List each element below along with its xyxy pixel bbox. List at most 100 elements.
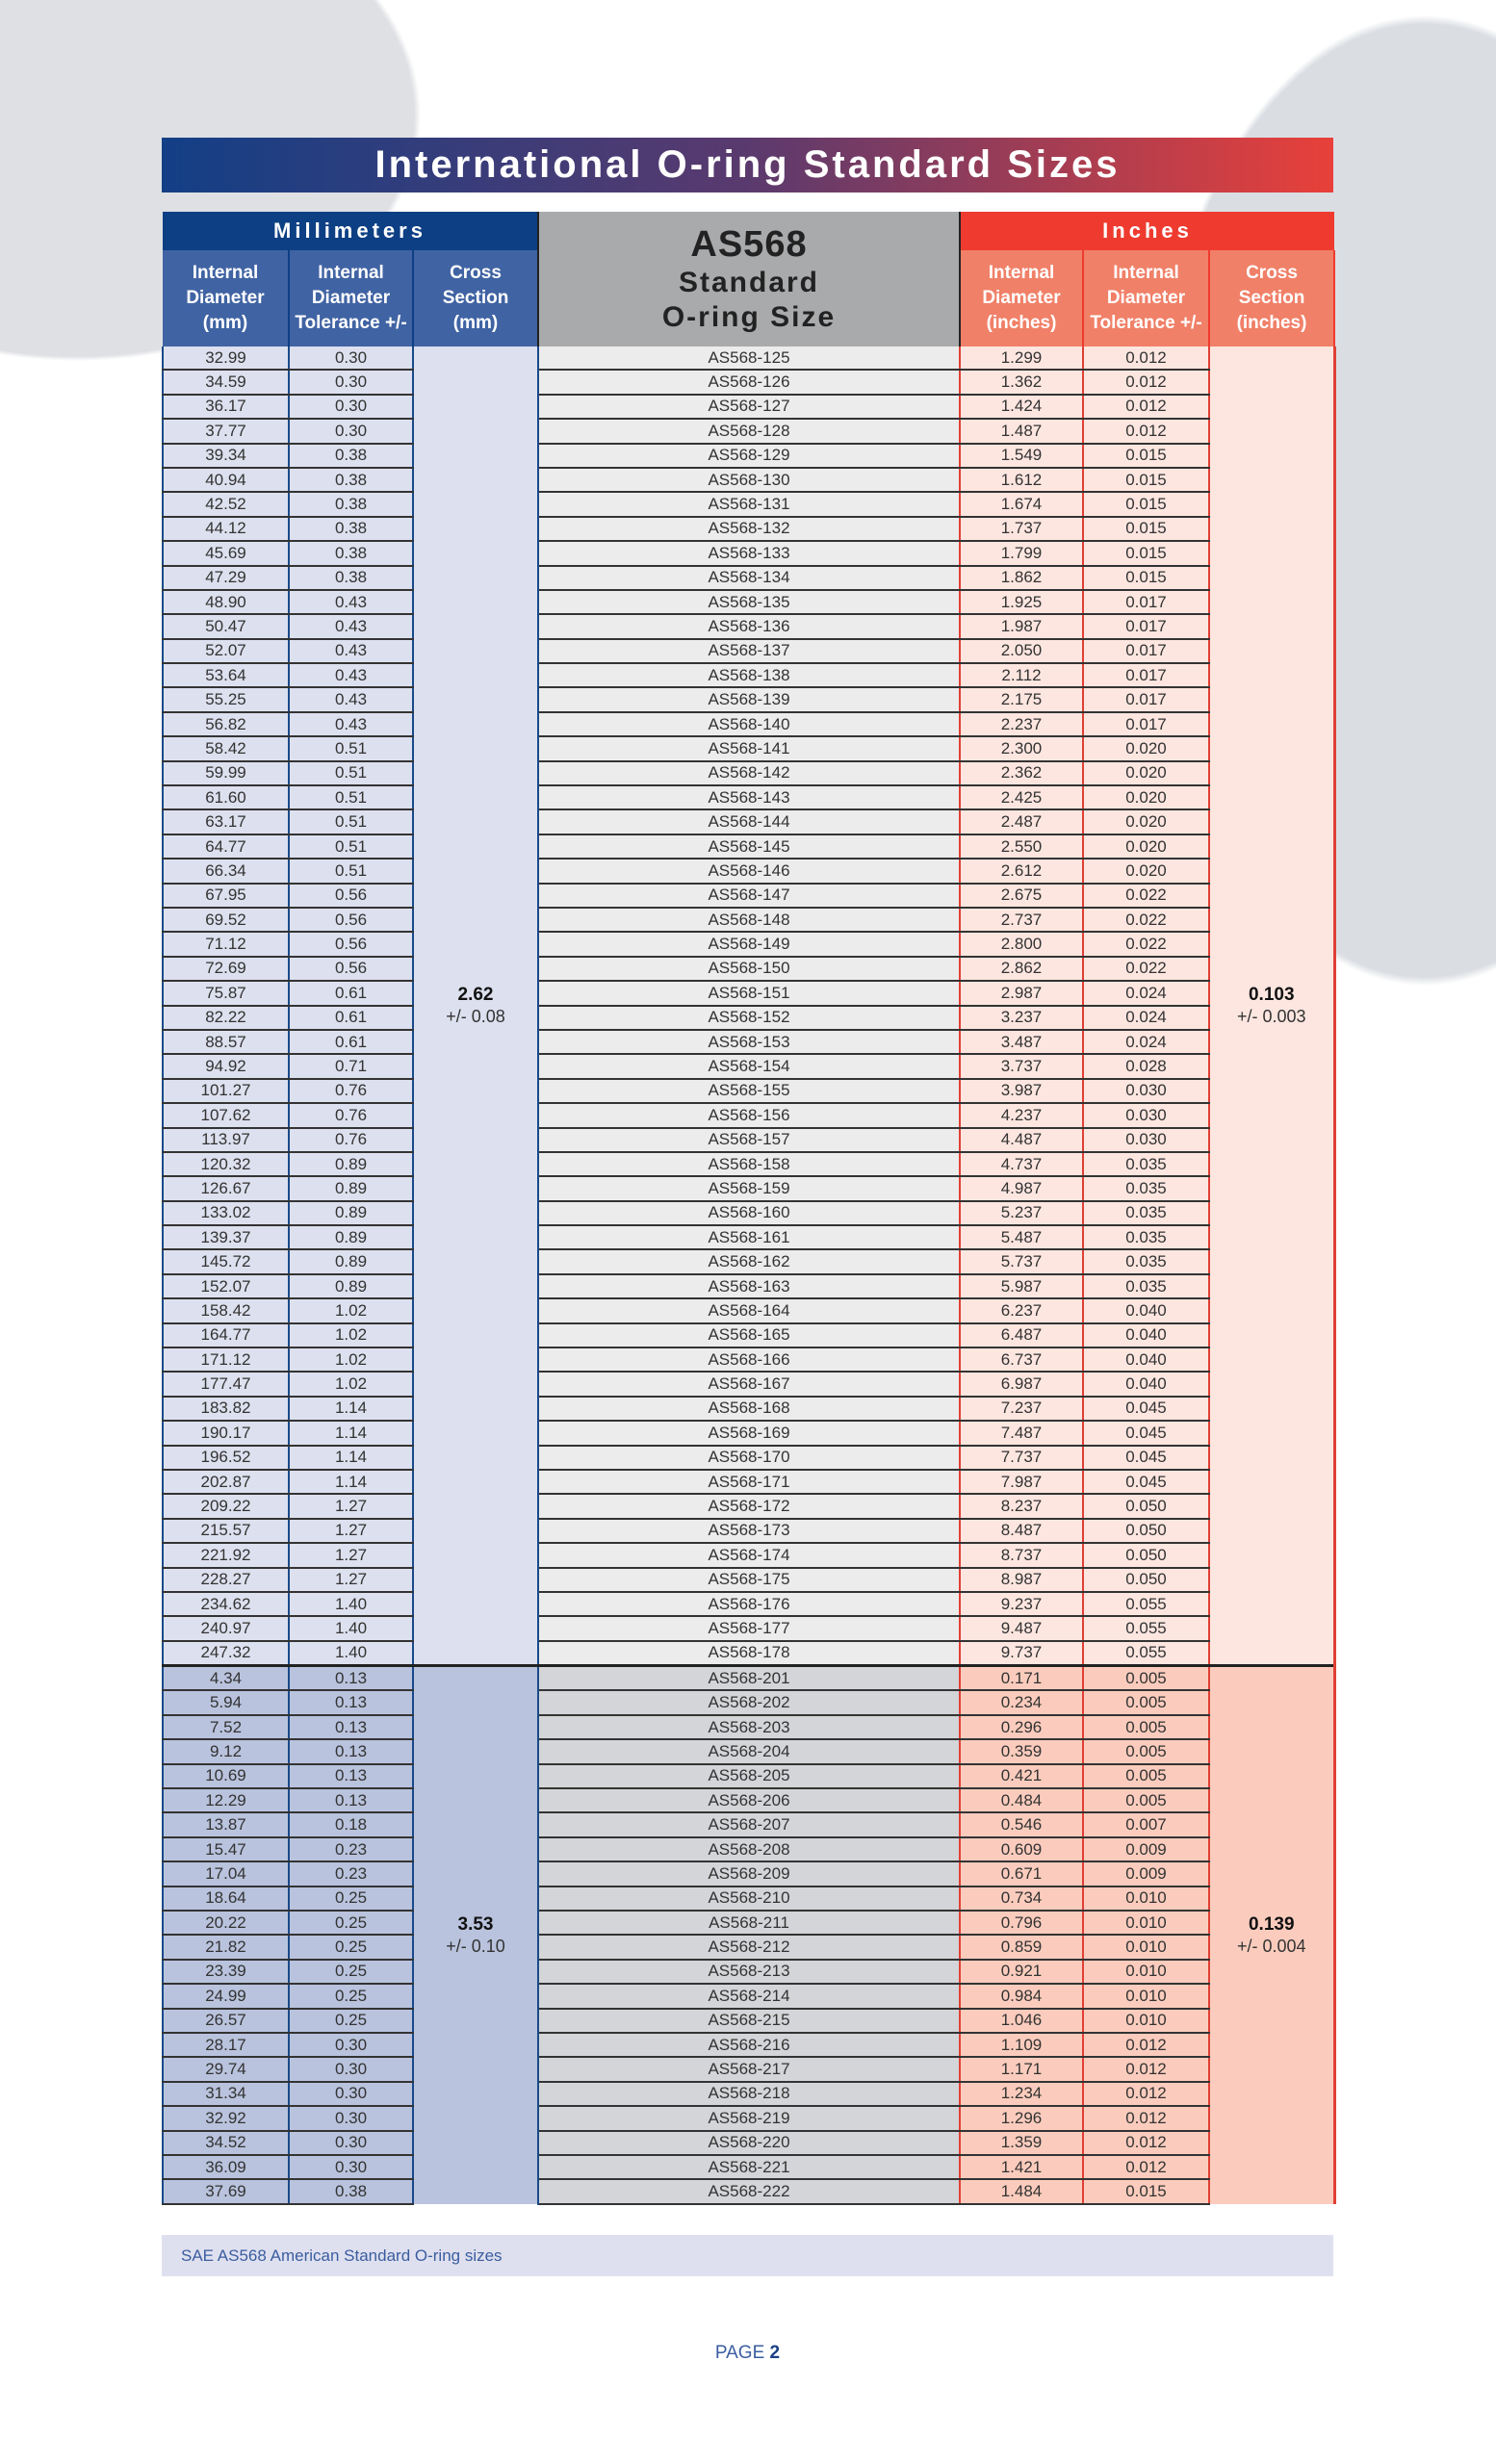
mm-col-header: Internal Diameter (mm) [163, 250, 290, 346]
table-row: 183.82 1.14 AS568-168 7.237 0.045 [162, 1396, 1334, 1423]
id-tolerance-mm: 0.51 [288, 859, 414, 885]
mm-col-header: Cross Section (mm) [413, 250, 539, 346]
as568-size: AS568-215 [538, 2008, 960, 2034]
id-tolerance-mm: 0.56 [288, 907, 414, 934]
id-tolerance-mm: 0.51 [288, 760, 414, 787]
id-tolerance-mm: 0.18 [288, 1812, 414, 1838]
internal-diameter-mm: 36.09 [162, 2154, 290, 2181]
as568-size: AS568-204 [538, 1739, 960, 1765]
internal-diameter-in: 2.550 [959, 834, 1084, 860]
internal-diameter-in: 5.487 [959, 1225, 1084, 1251]
as568-size: AS568-154 [538, 1054, 960, 1080]
as568-size: AS568-202 [538, 1690, 960, 1716]
inch-col-header-line: Tolerance +/- [1090, 313, 1202, 333]
table-row: 47.29 0.38 AS568-134 1.862 0.015 [162, 565, 1334, 591]
id-tolerance-in: 0.012 [1082, 419, 1210, 445]
internal-diameter-mm: 196.52 [162, 1445, 290, 1471]
as568-size: AS568-163 [538, 1273, 960, 1300]
inch-col-header-line: (inches) [986, 313, 1057, 333]
as568-size: AS568-164 [538, 1298, 960, 1324]
as568-size: AS568-155 [538, 1078, 960, 1105]
table-row: 171.12 1.02 AS568-166 6.737 0.040 [162, 1348, 1334, 1373]
as568-size: AS568-217 [538, 2057, 960, 2083]
id-tolerance-mm: 0.25 [288, 1911, 414, 1937]
as568-size: AS568-160 [538, 1200, 960, 1227]
id-tolerance-in: 0.035 [1082, 1200, 1210, 1227]
internal-diameter-in: 4.487 [959, 1127, 1084, 1153]
table-row: 101.27 0.76 AS568-155 3.987 0.030 [162, 1078, 1334, 1105]
cross-section-mm: 3.53 +/- 0.10 [413, 1665, 539, 2204]
as568-title: AS568 [690, 223, 808, 265]
table-row: 164.77 1.02 AS568-165 6.487 0.040 [162, 1322, 1334, 1349]
table-row: 26.57 0.25 AS568-215 1.046 0.010 [162, 2008, 1334, 2034]
inch-col-header-line: Internal [1113, 263, 1179, 283]
internal-diameter-in: 6.737 [959, 1348, 1084, 1373]
internal-diameter-mm: 190.17 [162, 1421, 290, 1447]
id-tolerance-in: 0.030 [1082, 1103, 1210, 1129]
id-tolerance-in: 0.022 [1082, 932, 1210, 958]
footer-note: SAE AS568 American Standard O-ring sizes [162, 2235, 1333, 2276]
internal-diameter-in: 1.737 [959, 516, 1084, 543]
cross-section-in-tolerance: +/- 0.004 [1236, 1936, 1306, 1956]
as568-size: AS568-219 [538, 2106, 960, 2132]
internal-diameter-in: 1.299 [959, 346, 1084, 372]
internal-diameter-mm: 126.67 [162, 1176, 290, 1202]
id-tolerance-in: 0.055 [1082, 1616, 1210, 1642]
inch-col-header-line: Diameter [1106, 288, 1186, 308]
cross-section-in-value: 0.103 [1248, 984, 1295, 1005]
internal-diameter-mm: 42.52 [162, 492, 290, 518]
as568-size: AS568-151 [538, 981, 960, 1007]
id-tolerance-mm: 0.43 [288, 711, 414, 738]
id-tolerance-mm: 1.02 [288, 1298, 414, 1324]
internal-diameter-mm: 247.32 [162, 1640, 290, 1667]
id-tolerance-in: 0.055 [1082, 1591, 1210, 1618]
as568-size: AS568-148 [538, 907, 960, 934]
id-tolerance-in: 0.012 [1082, 2057, 1210, 2083]
id-tolerance-in: 0.012 [1082, 346, 1210, 372]
internal-diameter-mm: 18.64 [162, 1886, 290, 1912]
id-tolerance-mm: 0.30 [288, 2057, 414, 2083]
internal-diameter-in: 1.487 [959, 419, 1084, 445]
internal-diameter-in: 1.171 [959, 2057, 1084, 2083]
id-tolerance-in: 0.010 [1082, 2008, 1210, 2034]
id-tolerance-mm: 0.43 [288, 614, 414, 640]
id-tolerance-in: 0.020 [1082, 760, 1210, 787]
table-row: 32.92 0.30 AS568-219 1.296 0.012 [162, 2106, 1334, 2132]
internal-diameter-in: 2.237 [959, 711, 1084, 738]
internal-diameter-in: 7.737 [959, 1445, 1084, 1471]
inch-col-header-line: Section [1238, 288, 1305, 308]
id-tolerance-in: 0.035 [1082, 1273, 1210, 1300]
cross-section-in-tolerance: +/- 0.003 [1236, 1006, 1306, 1026]
table-row: 5.94 0.13 AS568-202 0.234 0.005 [162, 1690, 1334, 1716]
as568-size: AS568-216 [538, 2032, 960, 2059]
id-tolerance-mm: 0.25 [288, 1959, 414, 1986]
id-tolerance-in: 0.012 [1082, 2130, 1210, 2156]
mm-col-header: Internal Diameter Tolerance +/- [289, 250, 414, 346]
mm-col-header-line: Internal [192, 263, 259, 283]
internal-diameter-mm: 177.47 [162, 1372, 290, 1398]
internal-diameter-mm: 48.90 [162, 589, 290, 616]
page-number: PAGE 2 [162, 2343, 1333, 2364]
internal-diameter-mm: 36.17 [162, 394, 290, 421]
internal-diameter-mm: 28.17 [162, 2032, 290, 2059]
table-row: 7.52 0.13 AS568-203 0.296 0.005 [162, 1714, 1334, 1741]
internal-diameter-mm: 69.52 [162, 907, 290, 934]
id-tolerance-in: 0.012 [1082, 2154, 1210, 2181]
id-tolerance-mm: 0.13 [288, 1763, 414, 1790]
internal-diameter-in: 0.984 [959, 1984, 1084, 2010]
table-row: 209.22 1.27 AS568-172 8.237 0.050 [162, 1494, 1334, 1520]
internal-diameter-in: 1.799 [959, 541, 1084, 567]
internal-diameter-mm: 7.52 [162, 1714, 290, 1741]
internal-diameter-in: 7.987 [959, 1469, 1084, 1496]
id-tolerance-in: 0.050 [1082, 1543, 1210, 1569]
id-tolerance-mm: 0.43 [288, 663, 414, 689]
internal-diameter-in: 2.862 [959, 956, 1084, 983]
internal-diameter-mm: 15.47 [162, 1836, 290, 1863]
id-tolerance-mm: 0.38 [288, 565, 414, 591]
mm-col-header-line: (mm) [452, 313, 499, 333]
id-tolerance-mm: 0.23 [288, 1861, 414, 1887]
table-row: 69.52 0.56 AS568-148 2.737 0.022 [162, 907, 1334, 934]
internal-diameter-in: 9.487 [959, 1616, 1084, 1642]
table-row: 247.32 1.40 AS568-178 9.737 0.055 [162, 1640, 1334, 1667]
as568-size: AS568-176 [538, 1591, 960, 1618]
